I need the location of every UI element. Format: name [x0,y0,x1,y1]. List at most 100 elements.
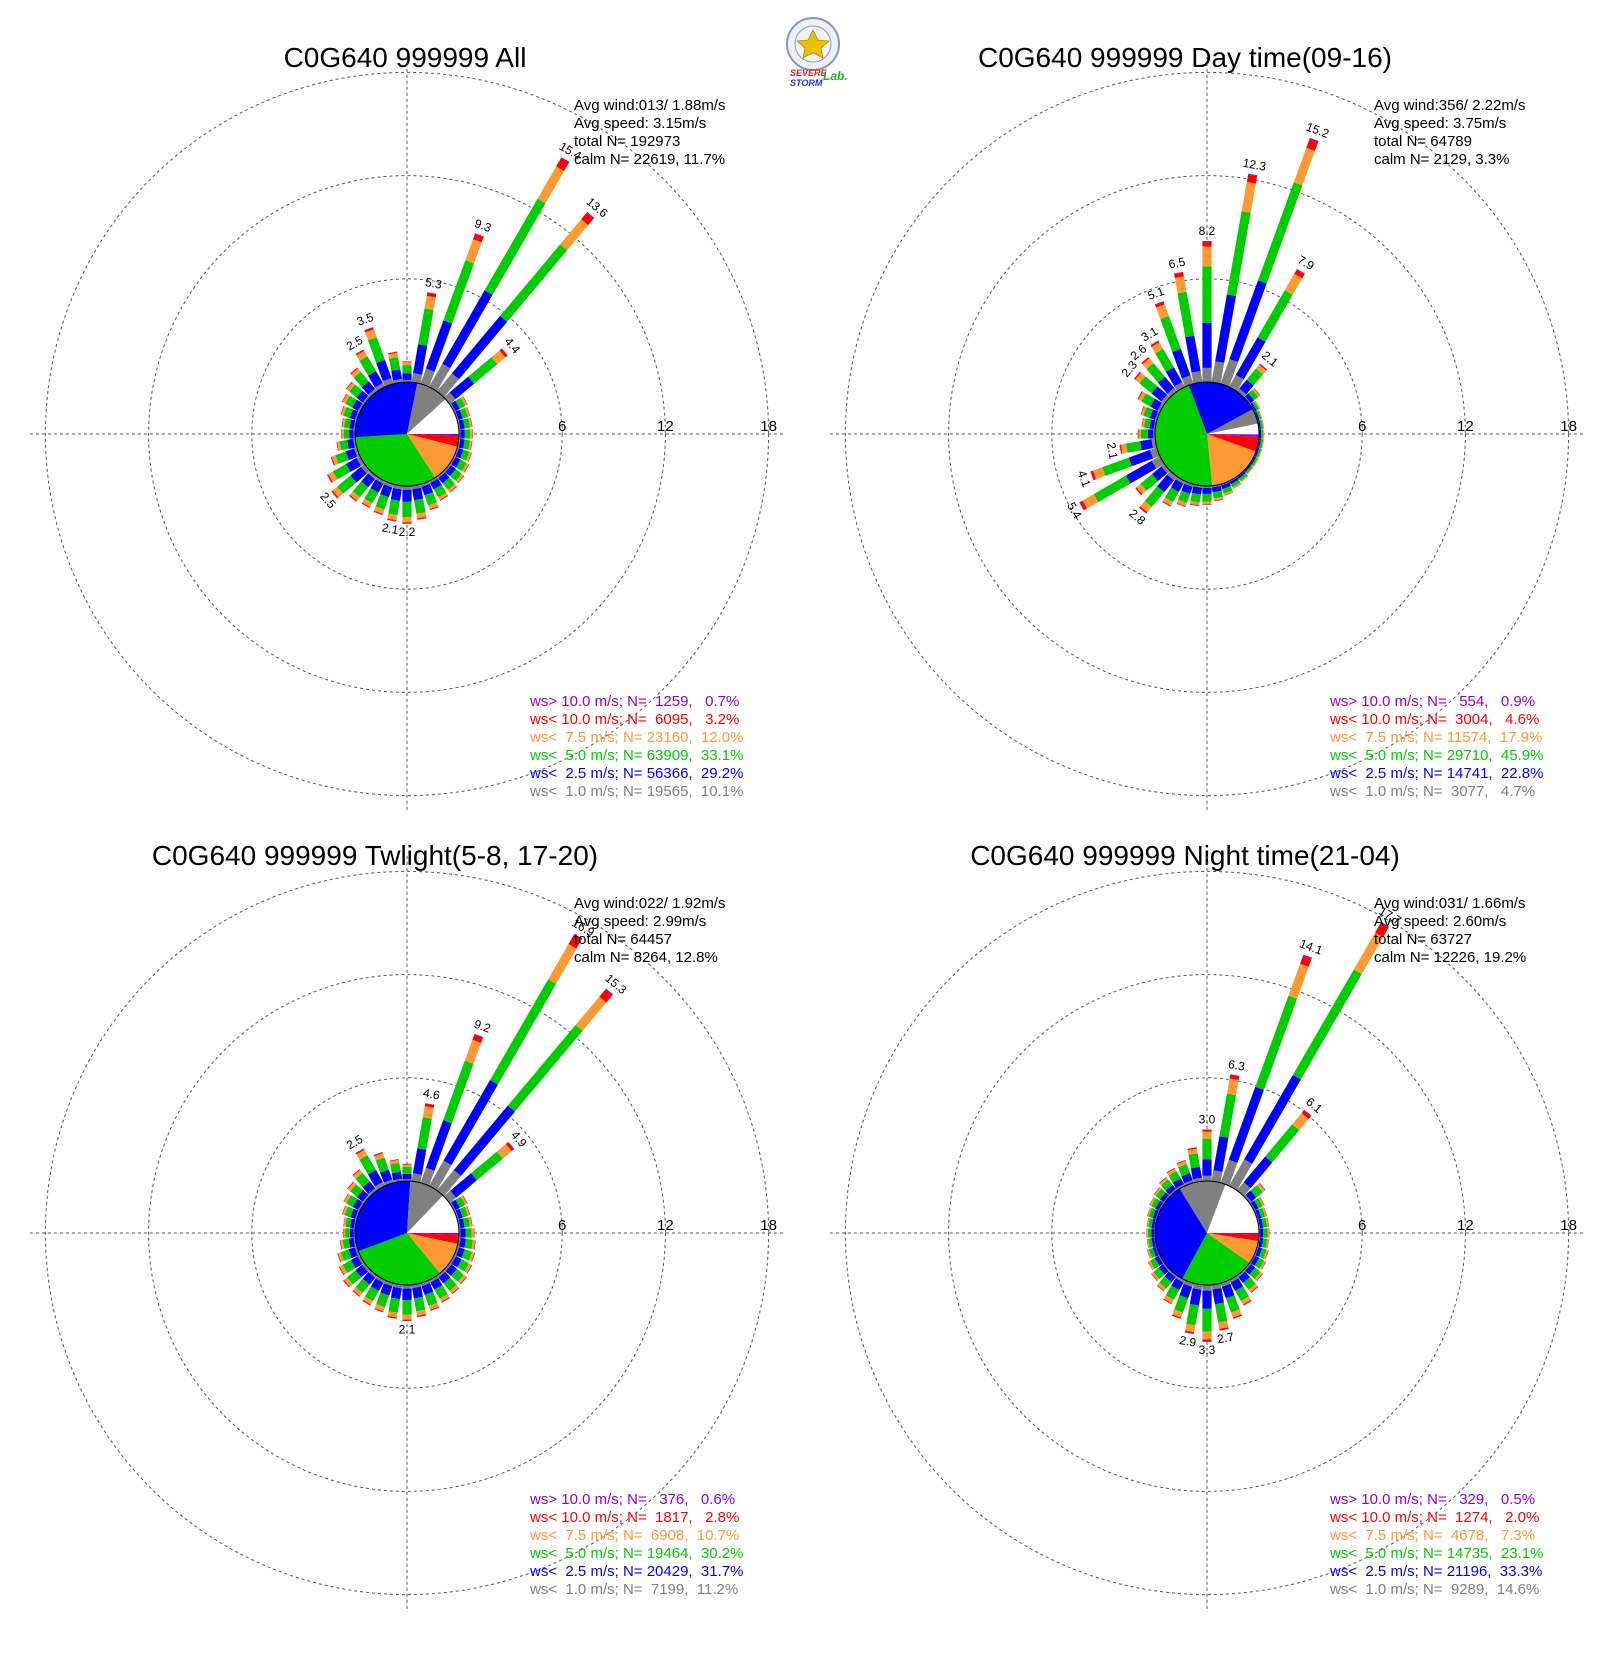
sector-bar-50-layer-4 [505,1142,514,1152]
sector-bar-130-layer-2 [1245,465,1253,474]
sector-bar-180-layer-0 [1202,486,1212,488]
sector-bar-140-layer-4 [1241,475,1249,482]
sector-bar-30-layer-5 [1296,269,1305,275]
sector-bar-230-layer-5 [343,1280,350,1288]
sector-bar-210-layer-1 [1170,479,1184,492]
sector-bar-350-layer-4 [1174,272,1184,278]
sector-bar-240-layer-2 [332,464,351,480]
pie-calm [407,1195,459,1233]
sector-bar-120-layer-1 [451,456,461,468]
sector-bar-200-layer-5 [1176,503,1186,508]
sector-bar-150-layer-5 [440,496,449,501]
sector-bar-60-layer-0 [1249,1202,1256,1211]
stat-calm-n: calm N= 8264, 12.8% [574,949,718,966]
sector-bar-10-layer-2 [418,308,434,346]
bar-label-340: 5.1 [1146,284,1167,303]
sector-bar-280-layer-2 [1148,1218,1153,1228]
sector-bar-190-layer-3 [1190,501,1200,506]
bar-label-0: 8.2 [1199,224,1216,238]
sector-bar-60-layer-5 [463,1195,468,1204]
sector-bar-270-layer-1 [1151,1228,1155,1238]
sector-bar-70-layer-1 [455,1208,463,1220]
bar-label-20: 14.1 [1298,936,1325,957]
sector-bar-340-layer-2 [1160,316,1181,353]
sector-bar-100-layer-4 [473,1240,476,1250]
sector-bar-150-layer-2 [1230,479,1241,488]
sector-bar-330-layer-4 [1166,1167,1176,1174]
sector-bar-170-layer-1 [412,487,424,501]
sector-bar-310-layer-2 [1155,1188,1166,1200]
sector-bar-150-layer-1 [1230,1278,1244,1291]
sector-bar-30-layer-1 [1244,1074,1301,1164]
sector-bar-200-layer-1 [1181,483,1193,494]
sector-bar-340-layer-3 [1177,1160,1187,1168]
sector-bar-50-layer-2 [1248,389,1259,401]
sector-bar-90-layer-4 [472,429,473,439]
sector-bar-190-layer-2 [388,499,400,516]
sector-bar-120-layer-3 [461,463,469,473]
sector-bar-40-layer-5 [1260,363,1268,370]
sector-bar-340-layer-0 [1181,375,1194,387]
sector-bar-110-layer-3 [466,451,472,462]
sector-bar-230-layer-1 [1152,466,1168,482]
sector-bar-100-layer-4 [470,440,473,450]
sector-bar-70-layer-5 [1263,1207,1268,1216]
sector-bar-300-layer-5 [343,1193,348,1202]
sector-bar-200-layer-2 [376,1292,390,1308]
sector-bar-110-layer-4 [468,452,472,462]
sector-bar-140-layer-5 [450,486,458,493]
sector-bar-0-layer-4 [1202,241,1212,247]
sector-bar-270-layer-4 [341,429,342,439]
pie-slice-4 [354,382,418,438]
sector-bar-190-layer-4 [387,1315,397,1319]
sector-bar-250-layer-2 [1148,1247,1156,1258]
panel-title: C0G640 999999 Night time(21-04) [970,840,1400,871]
sector-bar-300-layer-1 [1155,1200,1164,1211]
pie-slice-4 [354,1180,411,1252]
sector-bar-290-layer-2 [343,407,353,419]
sector-bar-10-layer-0 [1211,361,1225,384]
sector-bar-330-layer-4 [1150,340,1160,347]
range-ring-12 [148,175,666,693]
sector-bar-80-layer-2 [463,1217,471,1228]
pie-slice-2 [407,1233,458,1274]
sector-bar-40-layer-3 [575,996,607,1031]
sector-bar-280-layer-2 [1143,418,1151,429]
sector-bar-40-layer-3 [560,219,589,251]
sector-bar-240-layer-4 [338,1266,345,1275]
sector-bar-140-layer-2 [1242,1277,1256,1290]
sector-bar-130-layer-4 [460,1276,467,1285]
sector-bar-340-layer-1 [1181,1173,1193,1184]
sector-bar-10-layer-0 [411,373,423,384]
sector-bar-0-layer-1 [402,373,412,380]
sector-bar-80-layer-2 [463,418,471,429]
sector-bar-130-layer-5 [460,1277,467,1285]
sector-bar-200-layer-5 [374,1309,383,1313]
sector-bar-300-layer-4 [1137,391,1143,400]
sector-bar-220-layer-3 [349,491,360,501]
sector-bar-250-layer-2 [340,1249,352,1261]
sector-bar-310-layer-0 [1163,1195,1171,1204]
sector-bar-230-layer-4 [343,1279,350,1288]
sector-bar-130-layer-1 [445,1264,457,1276]
speed-legend: ws> 10.0 m/s; N= 329, 0.5%ws< 10.0 m/s; … [1329,1491,1543,1598]
sector-bar-260-layer-1 [1140,439,1153,451]
sector-bar-30-layer-1 [443,1079,498,1166]
sector-bar-340-layer-5 [1154,301,1164,305]
sector-bar-60-layer-5 [1260,1197,1265,1205]
sector-bar-10-layer-5 [1248,173,1258,177]
sector-bar-300-layer-5 [341,393,347,402]
sector-bar-70-layer-3 [1258,410,1263,420]
sector-bar-160-layer-5 [429,507,439,511]
sector-bar-40-layer-5 [1304,1109,1312,1117]
sector-bar-180-layer-3 [1202,1331,1212,1340]
sector-bar-250-layer-5 [1146,1250,1151,1259]
sector-bar-300-layer-2 [345,395,357,408]
sector-bar-350-layer-3 [1174,276,1187,294]
sector-bar-170-layer-2 [413,1296,426,1312]
sector-bar-310-layer-0 [1161,394,1171,405]
sector-bar-260-layer-4 [1119,444,1123,454]
sector-bar-290-layer-4 [1146,1207,1151,1217]
sector-bar-60-layer-1 [1250,402,1257,412]
sector-bar-280-layer-4 [341,418,344,428]
